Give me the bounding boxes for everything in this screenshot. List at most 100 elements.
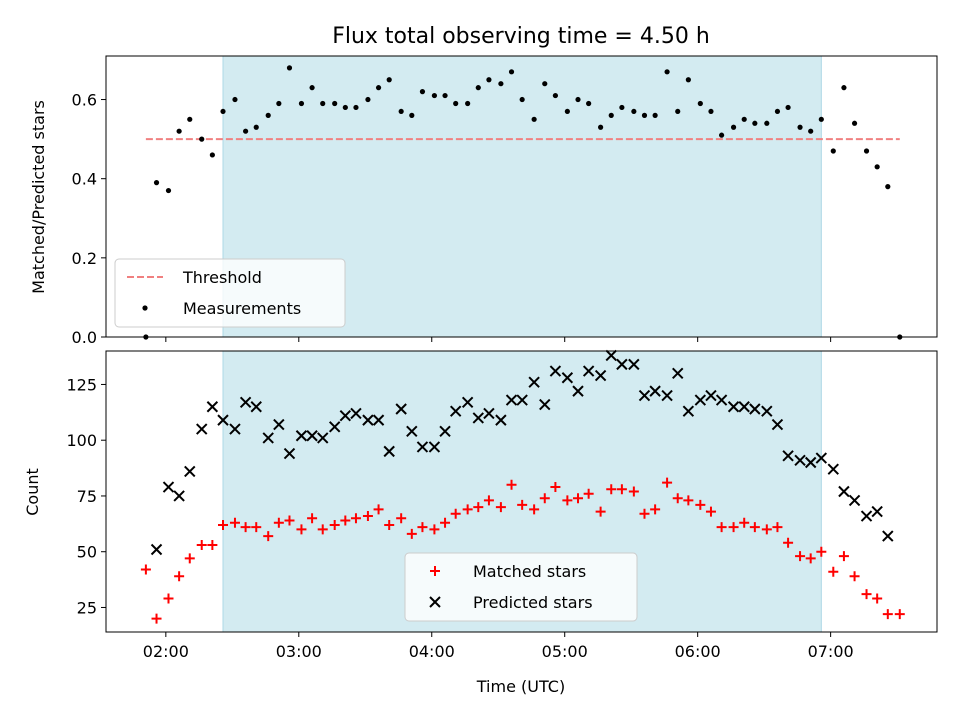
bottom-panel: 25 50 75 100 125 02:00 03:00 04:00 05:00 06:00 07:… bbox=[66, 349, 938, 661]
data-point bbox=[309, 85, 315, 91]
data-point bbox=[595, 506, 606, 517]
data-point bbox=[498, 81, 504, 87]
data-point bbox=[232, 96, 238, 103]
data-point bbox=[283, 447, 296, 460]
data-point bbox=[573, 493, 584, 504]
legend-marker bbox=[142, 305, 148, 311]
data-point bbox=[472, 412, 484, 424]
data-point bbox=[162, 481, 175, 493]
data-point bbox=[650, 504, 661, 515]
legend-box bbox=[404, 552, 638, 622]
data-point bbox=[439, 425, 451, 437]
x-axis-label: Time (UTC) bbox=[476, 677, 565, 696]
data-point bbox=[165, 187, 172, 194]
x-tick-label: 05:00 bbox=[542, 642, 588, 661]
data-point bbox=[184, 465, 196, 478]
data-point bbox=[286, 65, 293, 71]
data-point bbox=[506, 479, 517, 490]
data-point bbox=[332, 100, 338, 107]
data-point bbox=[871, 505, 883, 518]
data-point bbox=[396, 513, 407, 524]
data-point bbox=[428, 441, 441, 453]
data-point bbox=[151, 613, 162, 624]
data-point bbox=[417, 522, 428, 533]
legend-marker bbox=[429, 596, 441, 608]
data-point bbox=[741, 116, 747, 122]
data-point bbox=[860, 510, 873, 522]
data-point bbox=[353, 104, 359, 111]
data-point bbox=[815, 452, 828, 464]
data-point bbox=[719, 132, 725, 138]
data-point bbox=[772, 522, 783, 533]
data-point bbox=[783, 537, 794, 548]
data-point bbox=[431, 92, 438, 99]
data-point bbox=[528, 376, 540, 388]
data-point bbox=[373, 504, 384, 515]
y-tick-label: 0.4 bbox=[72, 170, 97, 189]
data-point bbox=[483, 495, 494, 506]
legend-label: Threshold bbox=[182, 268, 262, 287]
y-tick-label: 75 bbox=[77, 487, 97, 506]
data-point bbox=[641, 112, 648, 118]
data-point bbox=[495, 502, 506, 513]
data-point bbox=[187, 116, 193, 122]
data-point bbox=[207, 540, 218, 551]
data-point bbox=[220, 108, 226, 115]
data-point bbox=[828, 566, 839, 577]
data-point bbox=[539, 398, 551, 411]
data-point bbox=[517, 499, 528, 510]
data-point bbox=[605, 349, 617, 362]
data-point bbox=[708, 108, 714, 115]
data-point bbox=[199, 136, 205, 142]
x-tick-label: 07:00 bbox=[808, 642, 854, 661]
data-point bbox=[549, 365, 562, 377]
legend-label: Predicted stars bbox=[473, 593, 593, 612]
data-point bbox=[694, 394, 707, 406]
data-point bbox=[598, 124, 604, 130]
data-point bbox=[362, 414, 374, 426]
data-point bbox=[715, 394, 728, 406]
legend-label: Measurements bbox=[183, 299, 301, 318]
data-point bbox=[730, 124, 737, 130]
data-point bbox=[329, 519, 340, 530]
data-point bbox=[774, 108, 781, 115]
data-point bbox=[483, 407, 495, 420]
x-tick-label: 06:00 bbox=[675, 642, 721, 661]
y-tick-label: 50 bbox=[77, 543, 97, 562]
data-point bbox=[263, 531, 274, 542]
data-point bbox=[253, 124, 259, 130]
data-point bbox=[662, 477, 673, 488]
data-point bbox=[295, 430, 308, 442]
data-point bbox=[206, 401, 219, 413]
data-point bbox=[761, 405, 773, 417]
data-point bbox=[505, 394, 518, 406]
data-point bbox=[340, 515, 351, 526]
data-point bbox=[350, 407, 362, 420]
y-tick-label: 0.2 bbox=[72, 249, 97, 268]
bottom-y-axis-label: Count bbox=[23, 468, 42, 516]
data-point bbox=[827, 463, 839, 475]
data-point bbox=[516, 394, 528, 406]
bottom-series-1 bbox=[140, 477, 905, 624]
data-point bbox=[619, 104, 625, 111]
data-point bbox=[583, 488, 594, 499]
top-panel: 0.0 0.2 0.4 0.6 Threshold Measurements bbox=[72, 55, 938, 347]
legend-box bbox=[114, 258, 346, 328]
data-point bbox=[465, 100, 471, 107]
data-point bbox=[450, 508, 461, 519]
data-point bbox=[628, 486, 639, 497]
data-point bbox=[575, 96, 581, 103]
data-point bbox=[328, 421, 341, 433]
data-point bbox=[473, 502, 484, 513]
data-point bbox=[449, 405, 462, 417]
data-point bbox=[749, 403, 761, 415]
y-tick-label: 25 bbox=[77, 598, 97, 617]
data-point bbox=[342, 104, 348, 111]
data-point bbox=[739, 517, 750, 528]
data-point bbox=[184, 553, 195, 564]
data-point bbox=[150, 543, 163, 556]
data-point bbox=[406, 528, 417, 539]
data-point bbox=[416, 441, 429, 453]
data-point bbox=[664, 69, 670, 75]
